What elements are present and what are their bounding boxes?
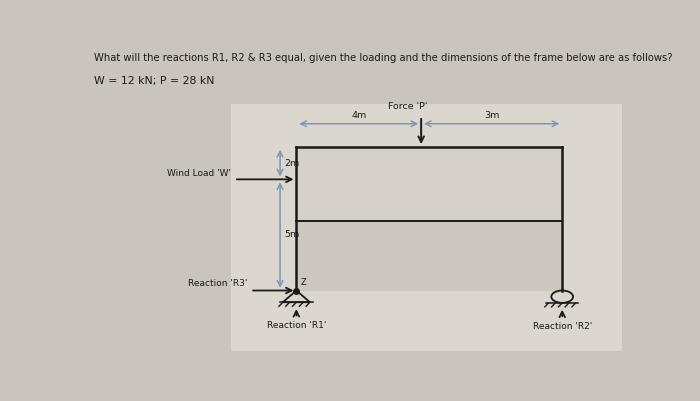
Text: 5m: 5m bbox=[284, 231, 300, 239]
Text: Reaction 'R2': Reaction 'R2' bbox=[533, 322, 592, 331]
Bar bbox=[296, 147, 562, 221]
Text: Z: Z bbox=[301, 278, 307, 287]
Text: Reaction 'R3': Reaction 'R3' bbox=[188, 279, 248, 288]
Polygon shape bbox=[283, 290, 310, 302]
Text: W = 12 kN; P = 28 kN: W = 12 kN; P = 28 kN bbox=[94, 76, 214, 86]
Text: 2m: 2m bbox=[284, 159, 300, 168]
Text: Force 'P': Force 'P' bbox=[388, 102, 427, 111]
Text: Reaction 'R1': Reaction 'R1' bbox=[267, 321, 326, 330]
Bar bbox=[296, 221, 562, 290]
Text: What will the reactions R1, R2 & R3 equal, given the loading and the dimensions : What will the reactions R1, R2 & R3 equa… bbox=[94, 53, 673, 63]
Text: 3m: 3m bbox=[484, 111, 499, 120]
Text: Wind Load 'W': Wind Load 'W' bbox=[167, 169, 231, 178]
Bar bbox=[231, 104, 622, 351]
Text: 4m: 4m bbox=[351, 111, 366, 120]
